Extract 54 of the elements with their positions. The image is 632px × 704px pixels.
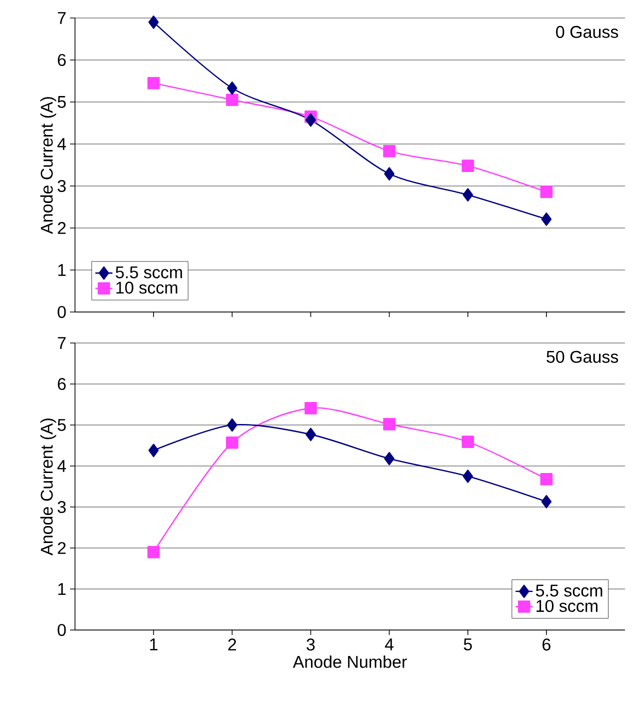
- y-tick-label: 2: [58, 542, 66, 554]
- point: [226, 94, 238, 106]
- x-axis-title: Anode Number: [292, 655, 407, 668]
- y-tick-label: 4: [57, 138, 66, 150]
- point: [226, 81, 238, 95]
- point: [226, 418, 238, 432]
- y-tick-label: 5: [58, 419, 66, 431]
- point: [306, 113, 316, 127]
- legend-label: 5.5 sccm: [116, 266, 182, 278]
- point: [384, 167, 394, 180]
- y-tick-label: 5: [58, 96, 66, 108]
- point: [383, 418, 396, 430]
- annotation: 50 Gauss: [546, 350, 618, 363]
- x-tick-label: 1: [150, 638, 158, 650]
- x-tick-label: 3: [306, 638, 315, 651]
- y-tick-label: 7: [58, 12, 66, 24]
- point: [541, 212, 552, 226]
- x-tick-label: 6: [542, 638, 550, 651]
- y-tick-label: 6: [58, 54, 66, 66]
- y-tick-label: 2: [58, 222, 66, 234]
- x-tick-label: 5: [464, 638, 472, 650]
- point: [383, 144, 396, 158]
- y-tick-label: 4: [57, 460, 66, 472]
- y-tick-label: 0: [58, 306, 66, 318]
- annotation: 0 Gauss: [556, 26, 618, 38]
- point: [541, 495, 552, 508]
- y-tick-label: 3: [58, 500, 66, 514]
- point: [462, 160, 474, 172]
- y-tick-label: 7: [58, 337, 66, 349]
- point: [462, 470, 474, 483]
- x-tick-label: 4: [384, 638, 394, 650]
- x-tick-label: 2: [228, 638, 236, 650]
- point: [540, 186, 553, 198]
- point: [384, 452, 394, 466]
- point: [226, 436, 238, 449]
- legend-label: 10 sccm: [536, 600, 598, 612]
- point: [304, 402, 317, 414]
- point: [306, 428, 316, 442]
- legend-label: 5.5 sccm: [536, 584, 602, 597]
- point: [147, 76, 160, 90]
- y-tick-label: 1: [58, 264, 66, 276]
- y-tick-label: 1: [58, 583, 66, 595]
- point: [540, 472, 553, 486]
- point: [148, 16, 159, 29]
- point: [462, 188, 474, 202]
- y-axis-title: Anode Current (A): [40, 418, 56, 556]
- y-tick-label: 0: [58, 624, 66, 636]
- point: [462, 436, 474, 448]
- legend-label: 10 sccm: [116, 282, 178, 294]
- y-tick-label: 6: [58, 378, 66, 390]
- point: [147, 546, 160, 558]
- point: [148, 444, 159, 458]
- y-axis-title: Anode Current (A): [40, 97, 56, 234]
- y-tick-label: 3: [58, 180, 66, 192]
